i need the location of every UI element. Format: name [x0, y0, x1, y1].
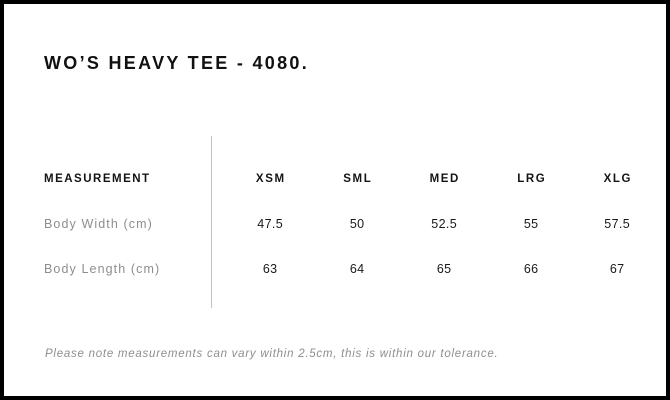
- cell-body-width-sml: 50: [349, 217, 365, 231]
- size-chart-table: MEASUREMENT XSM SML MED LRG XLG Body Wid…: [4, 4, 666, 396]
- cell-body-width-lrg: 55: [523, 217, 539, 231]
- cell-body-width-xsm: 47.5: [257, 217, 284, 231]
- column-header-xsm: XSM: [255, 173, 286, 185]
- cell-body-width-med: 52.5: [431, 217, 458, 231]
- cell-body-length-xsm: 63: [262, 262, 278, 276]
- cell-body-length-lrg: 66: [523, 262, 539, 276]
- table-header-row: MEASUREMENT XSM SML MED LRG XLG: [4, 169, 666, 189]
- column-header-med: MED: [429, 173, 460, 185]
- cell-body-length-xlg: 67: [609, 262, 625, 276]
- table-vertical-divider: [211, 136, 212, 308]
- table-row: Body Length (cm) 63 64 65 66 67: [4, 259, 666, 279]
- column-header-measurement: MEASUREMENT: [44, 173, 151, 185]
- cell-body-length-sml: 64: [349, 262, 365, 276]
- table-row: Body Width (cm) 47.5 50 52.5 55 57.5: [4, 214, 666, 234]
- card-canvas: WO’S HEAVY TEE - 4080. MEASUREMENT XSM S…: [4, 4, 666, 396]
- cell-body-length-med: 65: [436, 262, 452, 276]
- cell-body-width-xlg: 57.5: [604, 217, 631, 231]
- page-title: WO’S HEAVY TEE - 4080.: [44, 53, 310, 73]
- column-header-sml: SML: [343, 173, 373, 185]
- column-header-xlg: XLG: [603, 173, 633, 185]
- tolerance-footnote: Please note measurements can vary within…: [45, 348, 499, 360]
- column-header-lrg: LRG: [517, 173, 547, 185]
- row-label-body-length: Body Length (cm): [44, 262, 161, 276]
- row-label-body-width: Body Width (cm): [44, 217, 153, 231]
